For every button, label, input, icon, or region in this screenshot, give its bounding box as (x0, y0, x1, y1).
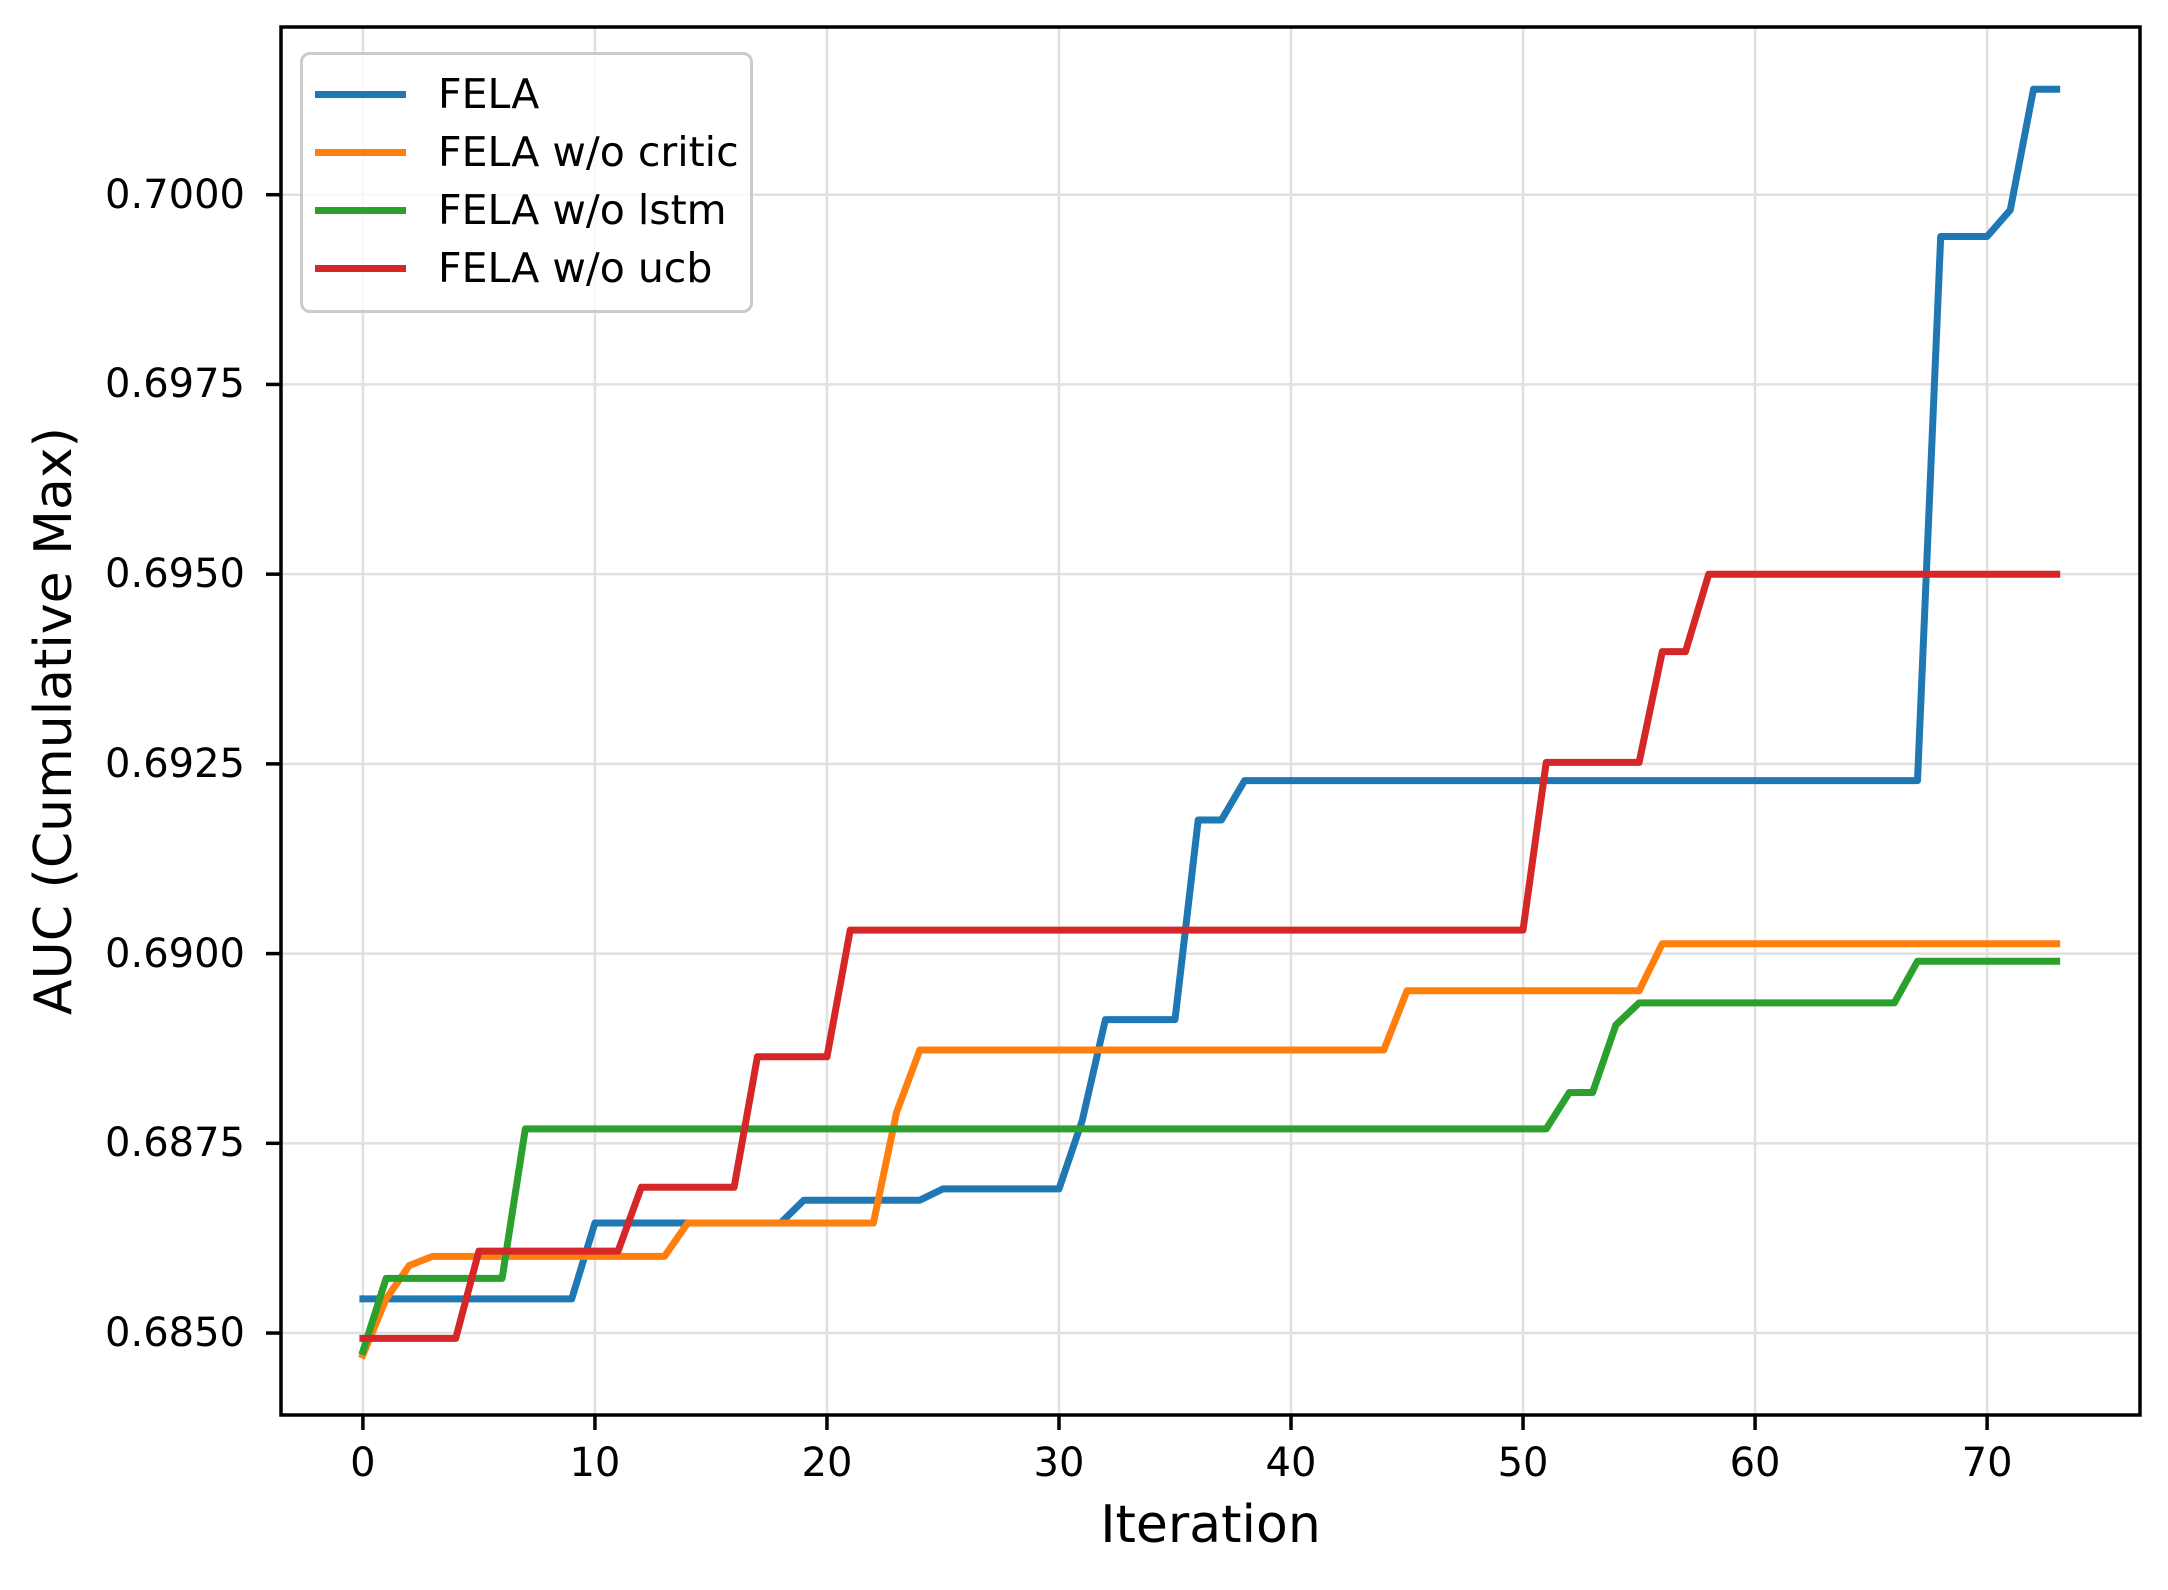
axis-ticks (266, 192, 1989, 1430)
x-tick-label: 20 (801, 1440, 853, 1486)
series-line-fela-w-o-ucb (359, 570, 2061, 1342)
y-tick-label: 0.6850 (105, 1310, 245, 1357)
x-tick-label: 40 (1265, 1440, 1317, 1486)
legend-row: FELA w/o critic (303, 124, 750, 180)
y-tick-label: 0.6975 (105, 361, 245, 408)
y-tick-label: 0.6875 (105, 1120, 245, 1167)
x-axis-label: Iteration (1100, 1495, 1321, 1555)
y-axis-label: AUC (Cumulative Max) (24, 427, 84, 1015)
legend-row: FELA (303, 66, 750, 122)
legend-row: FELA w/o ucb (303, 241, 750, 297)
plot-frame (279, 25, 2142, 1417)
x-tick-label: 50 (1497, 1440, 1549, 1486)
series-line-fela (359, 85, 2061, 1303)
legend-line-sample (315, 207, 406, 215)
legend-line-sample (315, 148, 406, 156)
x-tick-label: 30 (1033, 1440, 1085, 1486)
axes-spines (279, 25, 2142, 1417)
series-lines (358, 85, 2061, 1360)
legend-line-sample (315, 265, 406, 273)
legend-entry-label: FELA (438, 69, 540, 118)
legend-line-sample (315, 90, 406, 98)
legend-entry-label: FELA w/o lstm (438, 186, 727, 235)
x-tick-label: 0 (350, 1440, 376, 1486)
y-tick-label: 0.7000 (105, 171, 245, 218)
legend-row: FELA w/o lstm (303, 183, 750, 239)
y-tick-label: 0.6950 (105, 551, 245, 598)
y-tick-label: 0.6925 (105, 740, 245, 787)
x-tick-label: 70 (1961, 1440, 2013, 1486)
series-line-fela-w-o-critic (358, 940, 2061, 1360)
legend-entry-label: FELA w/o ucb (438, 244, 713, 293)
legend: FELA FELA w/o critic FELA w/o lstm FELA w/o… (300, 52, 753, 313)
legend-entry-label: FELA w/o critic (438, 127, 739, 176)
x-tick-label: 60 (1729, 1440, 1781, 1486)
series-line-fela-w-o-lstm (358, 957, 2061, 1356)
y-tick-label: 0.6900 (105, 930, 245, 977)
x-tick-label: 10 (569, 1440, 621, 1486)
